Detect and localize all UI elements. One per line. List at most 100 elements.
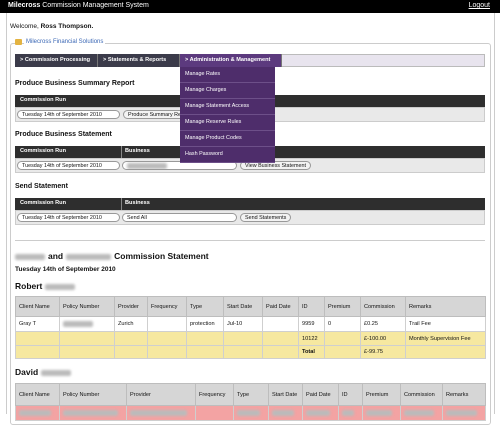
column-header: Type xyxy=(233,383,269,406)
statement-date: Tuesday 14th of September 2010 xyxy=(15,266,116,273)
column-divider xyxy=(121,198,122,210)
table-cell xyxy=(362,405,401,421)
column-header: Premium xyxy=(324,296,361,317)
table-cell xyxy=(114,345,148,359)
table-cell xyxy=(147,345,187,359)
adviser-name: Robert xyxy=(15,281,76,291)
column-header: Commission Run xyxy=(20,97,66,103)
table-cell: 0 xyxy=(324,316,361,332)
company-icon xyxy=(15,39,22,45)
blurred-text xyxy=(45,283,76,290)
column-header: Start Date xyxy=(223,296,263,317)
table-cell xyxy=(15,345,60,359)
table-cell: £0.25 xyxy=(360,316,406,332)
table-cell xyxy=(302,405,339,421)
table-cell xyxy=(195,405,234,421)
table-cell xyxy=(15,405,60,421)
table-cell: £-100.00 xyxy=(360,331,406,346)
table-cell xyxy=(324,331,361,346)
title-suffix: Commission Statement xyxy=(114,251,209,261)
table-row xyxy=(15,405,486,421)
top-bar xyxy=(0,0,500,13)
menu-item[interactable]: Hash Password xyxy=(180,147,275,163)
date-select[interactable]: Tuesday 14th of September 2010 xyxy=(17,161,120,170)
system-name: Commission Management System xyxy=(42,2,149,9)
column-header: Remarks xyxy=(405,296,486,317)
header-row: Client Name Policy Number Provider Frequenc… xyxy=(15,383,486,406)
column-header: Frequency xyxy=(195,383,234,406)
blurred-text xyxy=(404,409,434,416)
form-header xyxy=(15,198,485,210)
logout-link[interactable]: Logout xyxy=(468,2,490,9)
table-cell xyxy=(147,331,187,346)
adviser-name: David xyxy=(15,367,72,377)
column-header: Commission xyxy=(360,296,406,317)
table-cell xyxy=(338,405,363,421)
blurred-text xyxy=(237,409,260,416)
title-and: and xyxy=(48,251,64,261)
date-select[interactable]: Tuesday 14th of September 2010 xyxy=(17,110,120,119)
nav-tabs: > Commission Processing > Statements & Re… xyxy=(15,54,282,67)
table-cell xyxy=(233,405,269,421)
table-cell: Trail Fee xyxy=(405,316,486,332)
table-cell xyxy=(324,345,361,359)
menu-item[interactable]: Manage Product Codes xyxy=(180,131,275,147)
table-cell xyxy=(186,331,224,346)
divider xyxy=(15,240,485,241)
section-title: Produce Business Statement xyxy=(15,131,112,138)
table-row: Total £-99.75 xyxy=(15,345,486,359)
nav-tab[interactable]: > Administration & Management xyxy=(180,54,282,67)
section-title: Send Statement xyxy=(15,183,68,190)
table-cell: Monthly Supervision Fee xyxy=(405,331,486,346)
blurred-text xyxy=(366,409,392,416)
date-select[interactable]: Tuesday 14th of September 2010 xyxy=(17,213,120,222)
form-button[interactable]: View Business Statement xyxy=(240,161,312,170)
blurred-text xyxy=(446,409,477,416)
menu-item[interactable]: Manage Rates xyxy=(180,67,275,83)
table-cell xyxy=(59,405,127,421)
table-cell: 9959 xyxy=(298,316,325,332)
table-cell xyxy=(126,405,196,421)
nav-tab[interactable]: > Commission Processing xyxy=(15,54,98,67)
blurred-text xyxy=(41,369,72,376)
column-header: Policy Number xyxy=(59,296,115,317)
column-header: Client Name xyxy=(15,296,60,317)
menu-item[interactable]: Manage Charges xyxy=(180,83,275,99)
column-header: Policy Number xyxy=(59,383,127,406)
adviser-first-name: David xyxy=(15,367,39,377)
blurred-text xyxy=(63,320,93,327)
column-header: Premium xyxy=(362,383,401,406)
commission-table: Client Name Policy Number Provider Frequenc… xyxy=(15,383,486,421)
table-cell xyxy=(186,345,224,359)
table-cell xyxy=(59,331,115,346)
commission-table: Client Name Policy Number Provider Frequenc… xyxy=(15,296,486,359)
form-button[interactable]: Send Statements xyxy=(240,213,292,222)
blurred-text xyxy=(272,409,294,416)
column-header: Commission Run xyxy=(20,200,66,206)
table-cell xyxy=(442,405,486,421)
table-cell xyxy=(262,331,299,346)
table-cell: £-99.75 xyxy=(360,345,406,359)
table-cell: 10122 xyxy=(298,331,325,346)
table-row: 10122 £-100.00 Monthly Supervision Fee xyxy=(15,331,486,346)
column-divider xyxy=(121,146,122,158)
blurred-text xyxy=(66,253,112,260)
column-header: Business xyxy=(125,200,150,206)
menu-item[interactable]: Manage Reserve Rules xyxy=(180,115,275,131)
business-select[interactable]: Send All xyxy=(122,213,237,222)
menu-item[interactable]: Manage Statement Access xyxy=(180,99,275,115)
section-title: Produce Business Summary Report xyxy=(15,80,135,87)
column-header: Paid Date xyxy=(262,296,299,317)
blurred-text xyxy=(63,409,118,416)
business-select[interactable] xyxy=(122,161,237,170)
nav-tab[interactable]: > Statements & Reports xyxy=(98,54,180,67)
header-row: Client Name Policy Number Provider Frequenc… xyxy=(15,296,486,317)
table-cell: Total xyxy=(298,345,325,359)
table-cell xyxy=(59,316,115,332)
column-header: Type xyxy=(186,296,224,317)
table-cell: Gray T xyxy=(15,316,60,332)
column-header: Provider xyxy=(114,296,148,317)
table-cell xyxy=(262,345,299,359)
welcome-prefix: Welcome, xyxy=(10,23,39,30)
column-header: Start Date xyxy=(268,383,303,406)
